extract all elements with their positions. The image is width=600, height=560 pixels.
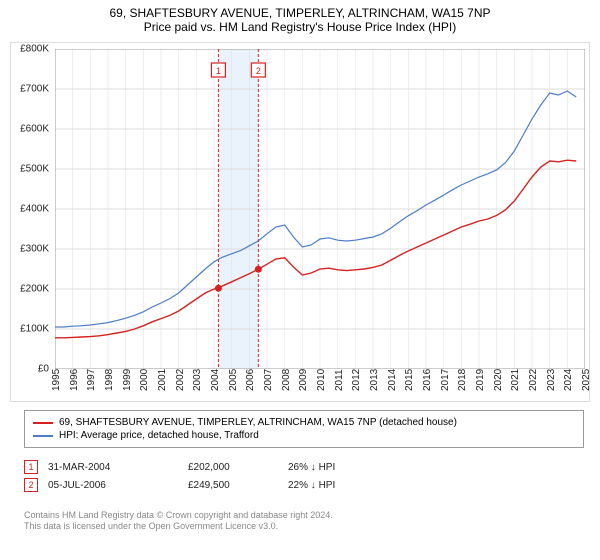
- y-tick-label: £700K: [20, 84, 49, 95]
- x-tick-label: 2025: [581, 369, 592, 391]
- sale-marker: 2: [24, 478, 38, 492]
- legend-swatch: [33, 422, 53, 424]
- x-tick-label: 2003: [192, 369, 203, 391]
- x-tick-label: 1999: [122, 369, 133, 391]
- x-tick-label: 2000: [139, 369, 150, 391]
- chart-svg: 12: [55, 49, 585, 369]
- sales-table: 1 31-MAR-2004 £202,000 26% ↓ HPI 2 05-JUL-200…: [24, 456, 584, 496]
- y-tick-label: £400K: [20, 204, 49, 215]
- sale-delta: 26% ↓ HPI: [288, 462, 378, 473]
- y-tick-label: £0: [38, 364, 49, 375]
- chart-title-address: 69, SHAFTESBURY AVENUE, TIMPERLEY, ALTRI…: [10, 6, 590, 20]
- x-tick-label: 2013: [369, 369, 380, 391]
- legend-label: 69, SHAFTESBURY AVENUE, TIMPERLEY, ALTRI…: [59, 417, 457, 428]
- legend-swatch: [33, 435, 53, 437]
- x-tick-label: 2012: [351, 369, 362, 391]
- legend-item: 69, SHAFTESBURY AVENUE, TIMPERLEY, ALTRI…: [33, 417, 575, 428]
- x-tick-label: 2020: [493, 369, 504, 391]
- sale-marker: 1: [24, 460, 38, 474]
- x-tick-label: 2023: [546, 369, 557, 391]
- x-tick-label: 2021: [510, 369, 521, 391]
- x-tick-label: 2008: [281, 369, 292, 391]
- x-axis: 1995199619971998199920002001200220032004…: [55, 373, 585, 401]
- y-axis: £0£100K£200K£300K£400K£500K£600K£700K£80…: [11, 49, 53, 369]
- x-tick-label: 2001: [157, 369, 168, 391]
- x-tick-label: 2017: [440, 369, 451, 391]
- x-tick-label: 1997: [86, 369, 97, 391]
- x-tick-label: 2005: [228, 369, 239, 391]
- legend-item: HPI: Average price, detached house, Traf…: [33, 430, 575, 441]
- x-tick-label: 2019: [475, 369, 486, 391]
- legend: 69, SHAFTESBURY AVENUE, TIMPERLEY, ALTRI…: [24, 410, 584, 448]
- x-tick-label: 1998: [104, 369, 115, 391]
- chart-title-block: 69, SHAFTESBURY AVENUE, TIMPERLEY, ALTRI…: [0, 0, 600, 36]
- y-tick-label: £500K: [20, 164, 49, 175]
- sale-date: 31-MAR-2004: [48, 462, 178, 473]
- y-tick-label: £300K: [20, 244, 49, 255]
- x-tick-label: 2024: [563, 369, 574, 391]
- y-tick-label: £100K: [20, 324, 49, 335]
- x-tick-label: 2010: [316, 369, 327, 391]
- x-tick-label: 2018: [457, 369, 468, 391]
- svg-text:2: 2: [256, 66, 261, 76]
- y-tick-label: £800K: [20, 44, 49, 55]
- legend-label: HPI: Average price, detached house, Traf…: [59, 430, 259, 441]
- attribution: Contains HM Land Registry data © Crown c…: [24, 510, 584, 533]
- sale-delta: 22% ↓ HPI: [288, 480, 378, 491]
- sale-date: 05-JUL-2006: [48, 480, 178, 491]
- y-tick-label: £600K: [20, 124, 49, 135]
- x-tick-label: 2004: [210, 369, 221, 391]
- x-tick-label: 2022: [528, 369, 539, 391]
- x-tick-label: 1995: [51, 369, 62, 391]
- attribution-line2: This data is licensed under the Open Gov…: [24, 521, 584, 532]
- sale-row: 1 31-MAR-2004 £202,000 26% ↓ HPI: [24, 460, 584, 474]
- sale-price: £249,500: [188, 480, 278, 491]
- x-tick-label: 2009: [298, 369, 309, 391]
- x-tick-label: 2016: [422, 369, 433, 391]
- x-tick-label: 2011: [334, 369, 345, 391]
- y-tick-label: £200K: [20, 284, 49, 295]
- svg-text:1: 1: [216, 66, 221, 76]
- sale-price: £202,000: [188, 462, 278, 473]
- attribution-line1: Contains HM Land Registry data © Crown c…: [24, 510, 584, 521]
- chart-container: £0 £100K £200K £300K £400K £500K £600K £700K £80…: [10, 42, 590, 402]
- x-tick-label: 2015: [404, 369, 415, 391]
- chart-plot-area: 12: [55, 49, 585, 369]
- x-tick-label: 2014: [387, 369, 398, 391]
- x-tick-label: 2006: [245, 369, 256, 391]
- x-tick-label: 2007: [263, 369, 274, 391]
- sale-row: 2 05-JUL-2006 £249,500 22% ↓ HPI: [24, 478, 584, 492]
- x-tick-label: 2002: [175, 369, 186, 391]
- x-tick-label: 1996: [69, 369, 80, 391]
- chart-title-subtitle: Price paid vs. HM Land Registry's House …: [10, 20, 590, 34]
